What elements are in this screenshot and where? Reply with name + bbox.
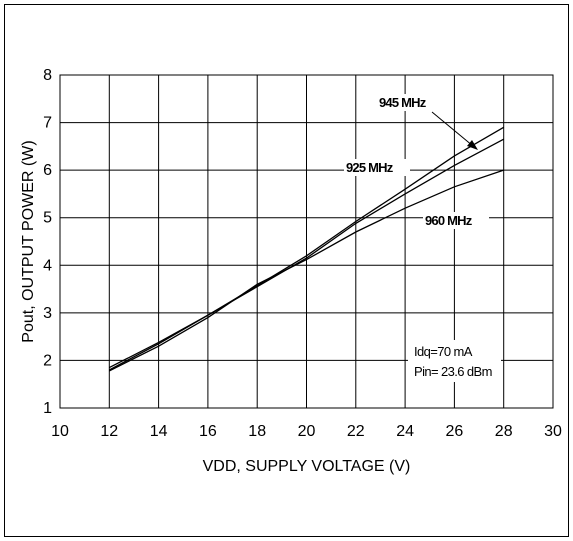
arrowhead-945mhz — [467, 140, 478, 150]
x-tick-22: 22 — [347, 423, 365, 440]
series-line-960-mhz — [109, 169, 504, 372]
idq-condition: Idq=70 mA — [414, 344, 473, 359]
x-tick-28: 28 — [495, 423, 513, 440]
x-tick-26: 26 — [446, 423, 464, 440]
x-tick-20: 20 — [298, 423, 316, 440]
x-tick-10: 10 — [51, 423, 69, 440]
x-tick-12: 12 — [100, 423, 118, 440]
x-tick-14: 14 — [150, 423, 168, 440]
y-tick-2: 2 — [43, 352, 52, 369]
label-960mhz: 960 MHz — [425, 213, 473, 228]
y-tick-3: 3 — [43, 305, 52, 322]
data-series — [108, 126, 505, 372]
chart-frame — [4, 4, 569, 537]
x-tick-30: 30 — [544, 423, 562, 440]
label-925mhz: 925 MHz — [346, 160, 394, 175]
conditions-background — [408, 340, 501, 382]
label-925-background — [344, 159, 410, 176]
y-tick-5: 5 — [43, 210, 52, 227]
label-945-background — [375, 94, 443, 111]
arrow-945mhz — [431, 111, 474, 147]
x-tick-16: 16 — [199, 423, 217, 440]
label-960-background — [423, 212, 489, 229]
series-line-945-mhz — [108, 126, 505, 371]
y-tick-4: 4 — [43, 257, 52, 274]
x-tick-labels: 10 12 14 16 18 20 22 24 26 28 30 — [51, 423, 562, 440]
x-axis-label: VDD, SUPPLY VOLTAGE (V) — [203, 458, 411, 475]
y-tick-labels: 1 2 3 4 5 6 7 8 — [43, 67, 52, 417]
plot-border — [59, 74, 554, 409]
y-tick-1: 1 — [43, 400, 52, 417]
y-tick-7: 7 — [43, 115, 52, 132]
series-line-925-mhz — [109, 138, 505, 369]
x-tick-24: 24 — [396, 423, 414, 440]
x-tick-18: 18 — [248, 423, 266, 440]
label-945mhz: 945 MHz — [379, 95, 427, 110]
y-tick-8: 8 — [43, 67, 52, 84]
y-tick-6: 6 — [43, 162, 52, 179]
y-axis-label: Pout, OUTPUT POWER (W) — [20, 140, 37, 342]
pin-condition: Pin= 23.6 dBm — [414, 364, 492, 379]
